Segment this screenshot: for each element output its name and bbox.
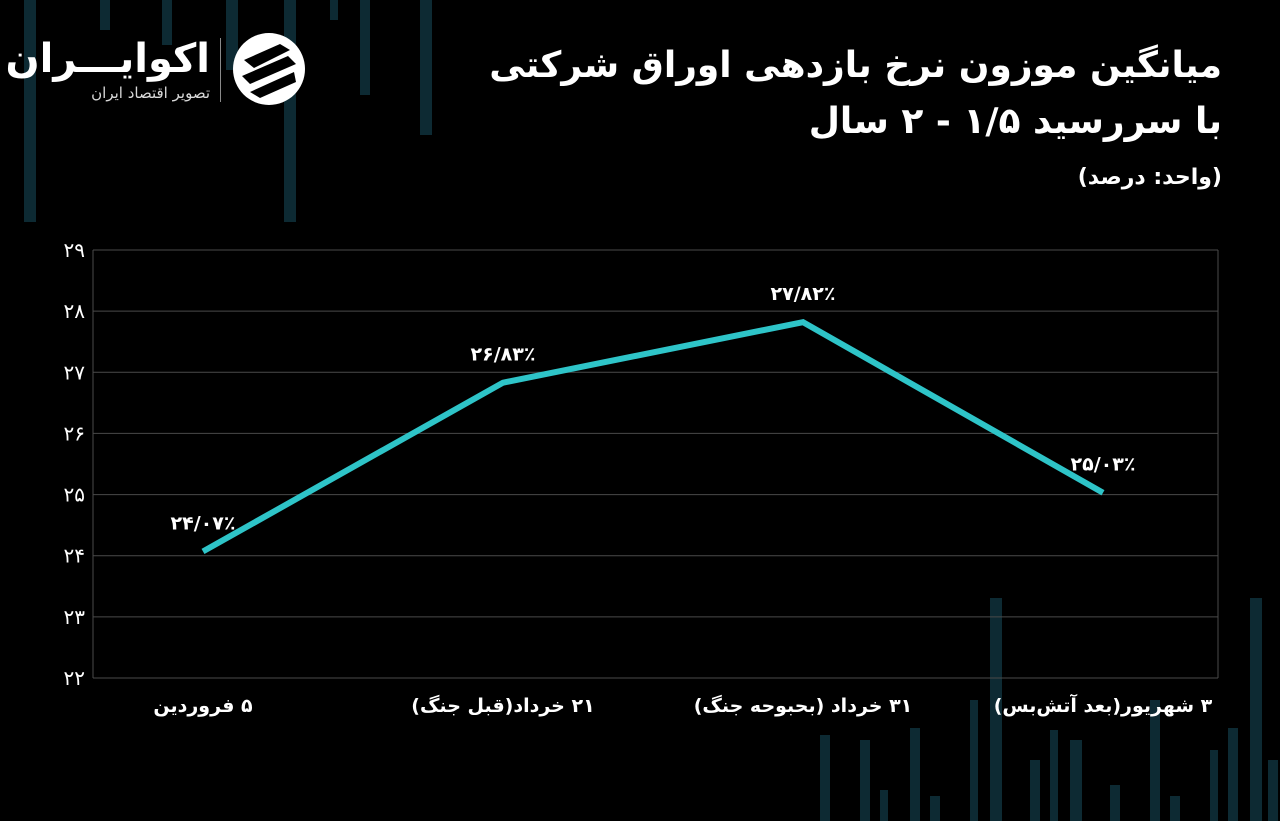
y-tick-label: ۲۷	[64, 360, 86, 384]
x-tick-label: ۳ شهریور(بعد آتش‌بس)	[994, 693, 1213, 717]
brand-emblem-icon	[233, 33, 305, 105]
x-tick-label: ۳۱ خرداد (بحبوحه جنگ)	[694, 694, 913, 717]
decor-bar	[1110, 785, 1120, 821]
decor-bar	[360, 0, 370, 95]
decor-bar	[1170, 796, 1180, 821]
decor-bar	[162, 0, 172, 45]
decor-bar	[930, 796, 940, 821]
chart-title-line-1: میانگین موزون نرخ بازدهی اوراق شرکتی	[489, 45, 1222, 86]
y-tick-label: ۲۹	[64, 238, 85, 262]
decor-bar	[1210, 750, 1218, 821]
data-label: ۲۷/۸۲٪	[771, 283, 836, 305]
x-tick-label: ۲۱ خرداد(قبل جنگ)	[411, 694, 594, 717]
data-label: ۲۵/۰۳٪	[1071, 454, 1136, 476]
decor-bar	[1050, 730, 1058, 821]
decor-bar	[910, 728, 920, 821]
y-tick-label: ۲۲	[64, 666, 85, 690]
y-tick-label: ۲۸	[64, 299, 86, 323]
decor-bar	[330, 0, 338, 20]
decor-bar	[970, 700, 978, 821]
decor-bar	[990, 598, 1002, 821]
y-tick-label: ۲۴	[64, 544, 85, 568]
x-tick-label: ۵ فروردین	[153, 695, 253, 717]
y-tick-label: ۲۳	[64, 605, 86, 629]
decor-bar	[860, 740, 870, 821]
decor-bar	[1268, 760, 1278, 821]
decor-bar	[1030, 760, 1040, 821]
decor-bar	[24, 0, 36, 222]
decor-bar	[226, 0, 238, 70]
decor-bar	[1250, 598, 1262, 821]
decor-bar	[880, 790, 888, 821]
y-tick-label: ۲۶	[64, 421, 85, 445]
decor-bar	[1228, 728, 1238, 821]
chart-title: میانگین موزون نرخ بازدهی اوراق شرکتی با …	[462, 38, 1222, 150]
decor-bar	[100, 0, 110, 30]
unit-label: (واحد: درصد)	[1077, 165, 1222, 190]
decor-bar	[1150, 700, 1160, 821]
decor-bar	[820, 735, 830, 821]
brand-logo-block: اکوایـــران تصویر اقتصاد ایران	[5, 30, 318, 110]
decor-bar	[420, 0, 432, 135]
data-label: ۲۴/۰۷٪	[171, 512, 236, 534]
chart-title-line-2: با سررسید ۱/۵ - ۲ سال	[808, 101, 1222, 142]
brand-name: اکوایـــران	[5, 36, 211, 82]
data-label: ۲۶/۸۳٪	[471, 344, 536, 366]
brand-tagline: تصویر اقتصاد ایران	[91, 84, 210, 102]
series-line	[201, 318, 1105, 555]
decor-bar	[1070, 740, 1082, 821]
y-tick-label: ۲۵	[64, 483, 85, 507]
brand-divider	[220, 38, 221, 102]
